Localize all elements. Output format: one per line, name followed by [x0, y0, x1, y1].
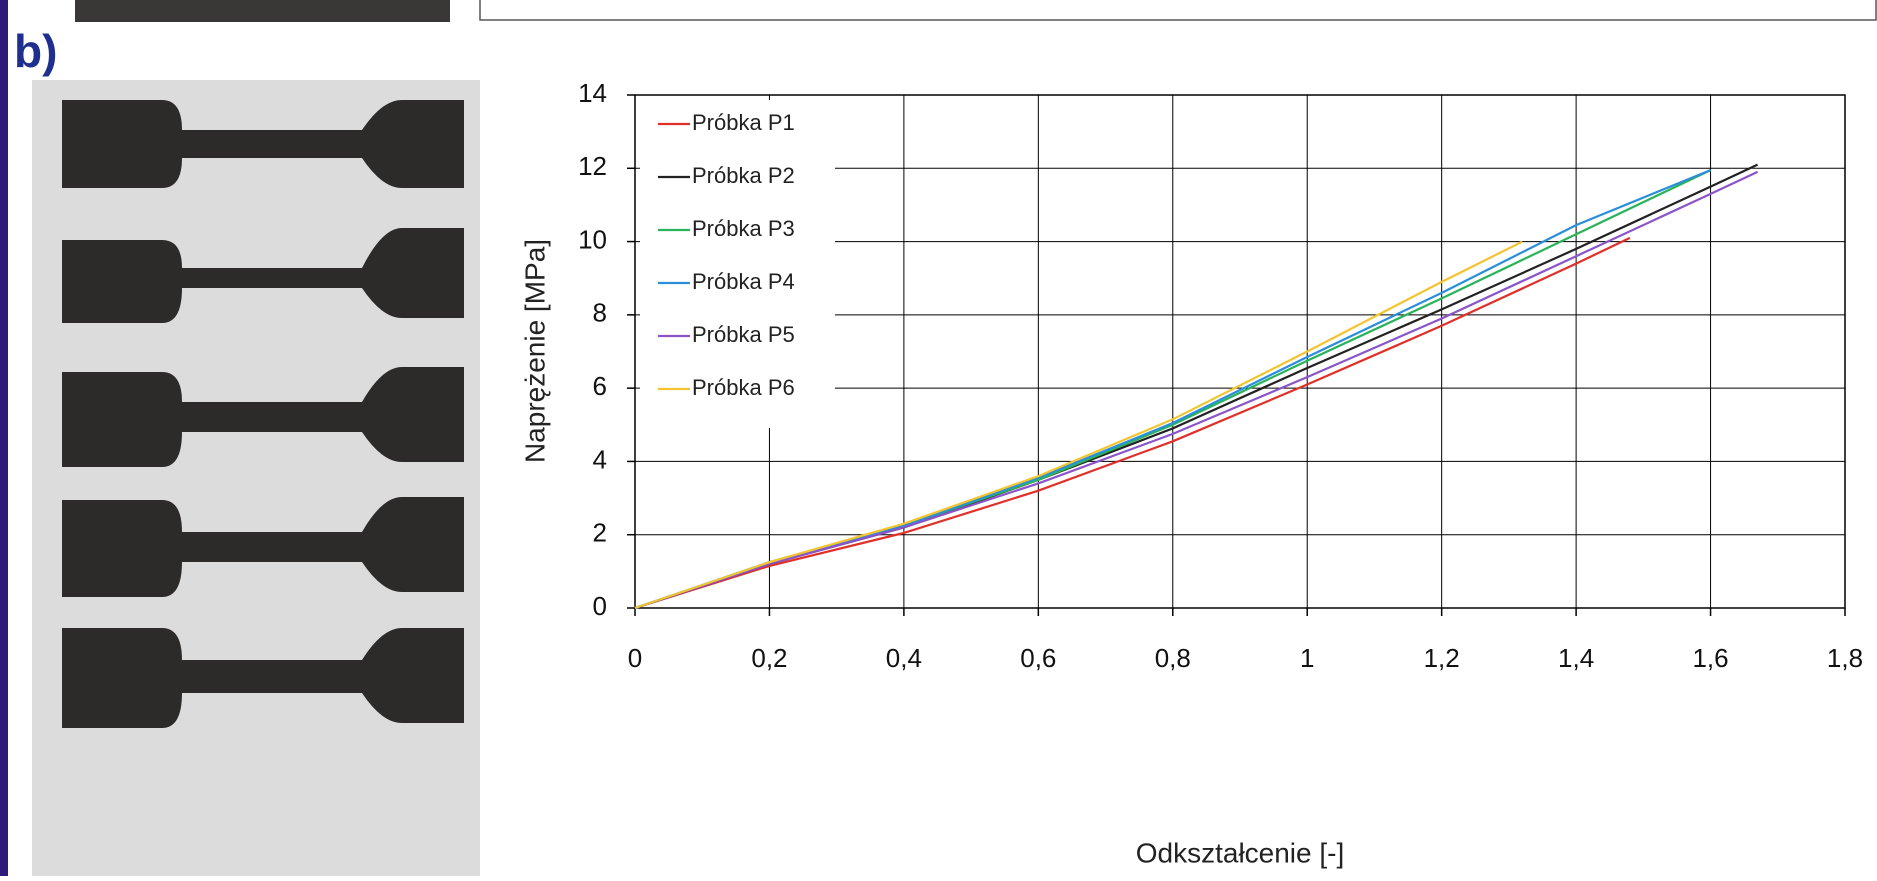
photo-fragment — [75, 0, 450, 22]
x-tick-label: 0 — [628, 643, 642, 673]
y-tick-label: 4 — [593, 444, 607, 474]
y-tick-label: 12 — [578, 151, 607, 181]
x-tick-label: 1 — [1300, 643, 1314, 673]
side-bar — [0, 0, 8, 876]
x-tick-label: 1,8 — [1827, 643, 1863, 673]
x-tick-label: 1,2 — [1424, 643, 1460, 673]
x-tick-label: 0,8 — [1155, 643, 1191, 673]
y-tick-label: 6 — [593, 371, 607, 401]
x-tick-label: 1,4 — [1558, 643, 1594, 673]
y-tick-label: 8 — [593, 298, 607, 328]
x-tick-label: 0,2 — [751, 643, 787, 673]
data-line — [634, 236, 1631, 610]
y-tick-label: 10 — [578, 224, 607, 254]
specimen-photo — [32, 80, 480, 876]
legend-box — [640, 100, 835, 428]
y-tick-label: 2 — [593, 518, 607, 548]
legend-label: Próbka P1 — [692, 110, 795, 135]
x-axis-title: Odkształcenie [-] — [1136, 837, 1345, 868]
legend: Próbka P1 Próbka P2 Próbka P3 Próbka P4 Prób… — [640, 100, 835, 428]
legend-label: Próbka P4 — [692, 269, 795, 294]
legend-label: Próbka P2 — [692, 163, 795, 188]
x-tick-label: 0,4 — [886, 643, 922, 673]
panel-label: b) — [14, 25, 57, 77]
legend-label: Próbka P5 — [692, 322, 795, 347]
y-axis-title: Naprężenie [MPa] — [519, 239, 550, 463]
y-tick-label: 0 — [593, 591, 607, 621]
x-tick-label: 0,6 — [1020, 643, 1056, 673]
legend-label: Próbka P3 — [692, 216, 795, 241]
legend-label: Próbka P6 — [692, 375, 795, 400]
y-tick-label: 14 — [578, 78, 607, 108]
x-tick-label: 1,6 — [1692, 643, 1728, 673]
top-box — [479, 0, 1877, 21]
data-line — [634, 170, 1759, 610]
data-line — [634, 240, 1523, 610]
plot-area — [634, 94, 1846, 609]
